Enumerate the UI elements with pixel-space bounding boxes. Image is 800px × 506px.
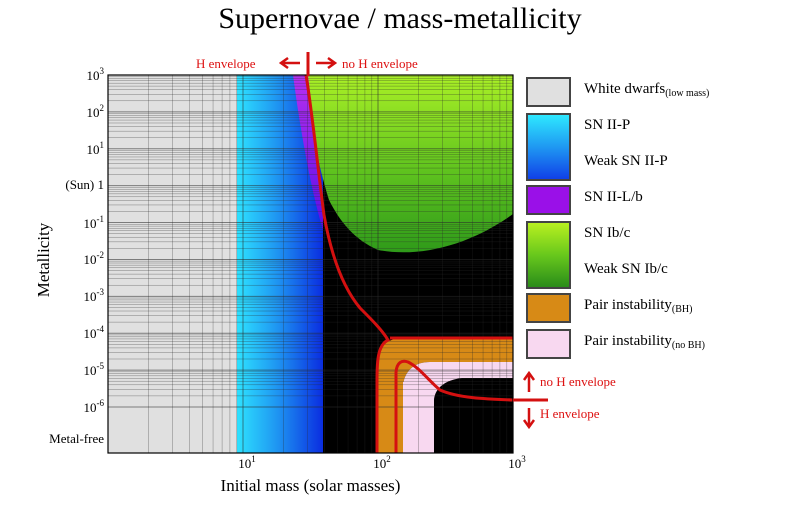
- legend-label: SN II-P: [584, 117, 631, 133]
- y-tick-label: 10-3: [83, 287, 105, 305]
- arrow-down-icon: [522, 408, 536, 430]
- y-tick-label: 103: [86, 66, 105, 83]
- legend-label: Weak SN II-P: [584, 153, 668, 169]
- legend-swatch: [526, 185, 571, 215]
- legend-label: White dwarfs(low mass): [584, 81, 710, 99]
- annotation-h-envelope-top: H envelope: [196, 56, 256, 71]
- plot-frame: [107, 74, 514, 454]
- arrow-right-icon: [316, 56, 338, 70]
- arrow-up-icon: [522, 370, 536, 392]
- legend-label: Pair instability(BH): [584, 297, 693, 315]
- region-pair-instability-bh: [377, 338, 513, 453]
- annotation-h-envelope-right: H envelope: [540, 406, 600, 421]
- chart-title: Supernovae / mass-metallicity: [218, 2, 582, 35]
- legend-label: SN Ib/c: [584, 225, 631, 241]
- grid: [108, 75, 513, 453]
- y-tick-label: 10-4: [83, 324, 105, 342]
- legend-swatch: [526, 221, 571, 289]
- y-tick-label: (Sun) 1: [65, 176, 104, 192]
- y-tick-label: 102: [86, 102, 105, 120]
- y-tick-label: 10-5: [83, 361, 105, 379]
- annotation-no-h-envelope-right: no H envelope: [540, 374, 616, 389]
- legend-swatch: [526, 293, 571, 323]
- no-bh-boundary: [394, 359, 513, 453]
- legend-swatch: [526, 113, 571, 181]
- x-tick-label: 102: [373, 454, 391, 471]
- legend-label: Weak SN Ib/c: [584, 261, 668, 277]
- x-tick-label: 101: [238, 454, 256, 471]
- y-tick-label: Metal-free: [49, 431, 104, 446]
- y-tick-label: 10-6: [83, 398, 105, 415]
- y-tick-label: 101: [86, 139, 105, 157]
- x-axis-label: Initial mass (solar masses): [220, 476, 401, 495]
- y-axis-label: Metallicity: [34, 222, 53, 298]
- legend-swatch: [526, 77, 571, 107]
- annotation-no-h-envelope-top: no H envelope: [342, 56, 418, 71]
- x-tick-label: 103: [508, 454, 526, 471]
- y-tick-label: 10-1: [83, 213, 105, 231]
- legend-swatch: [526, 329, 571, 359]
- legend-label: SN II-L/b: [584, 189, 643, 205]
- legend-label: Pair instability(no BH): [584, 333, 705, 351]
- arrow-left-icon: [278, 56, 300, 70]
- y-tick-label: 10-2: [83, 250, 105, 268]
- region-white-dwarfs: [108, 75, 238, 453]
- h-envelope-boundary: [304, 75, 391, 453]
